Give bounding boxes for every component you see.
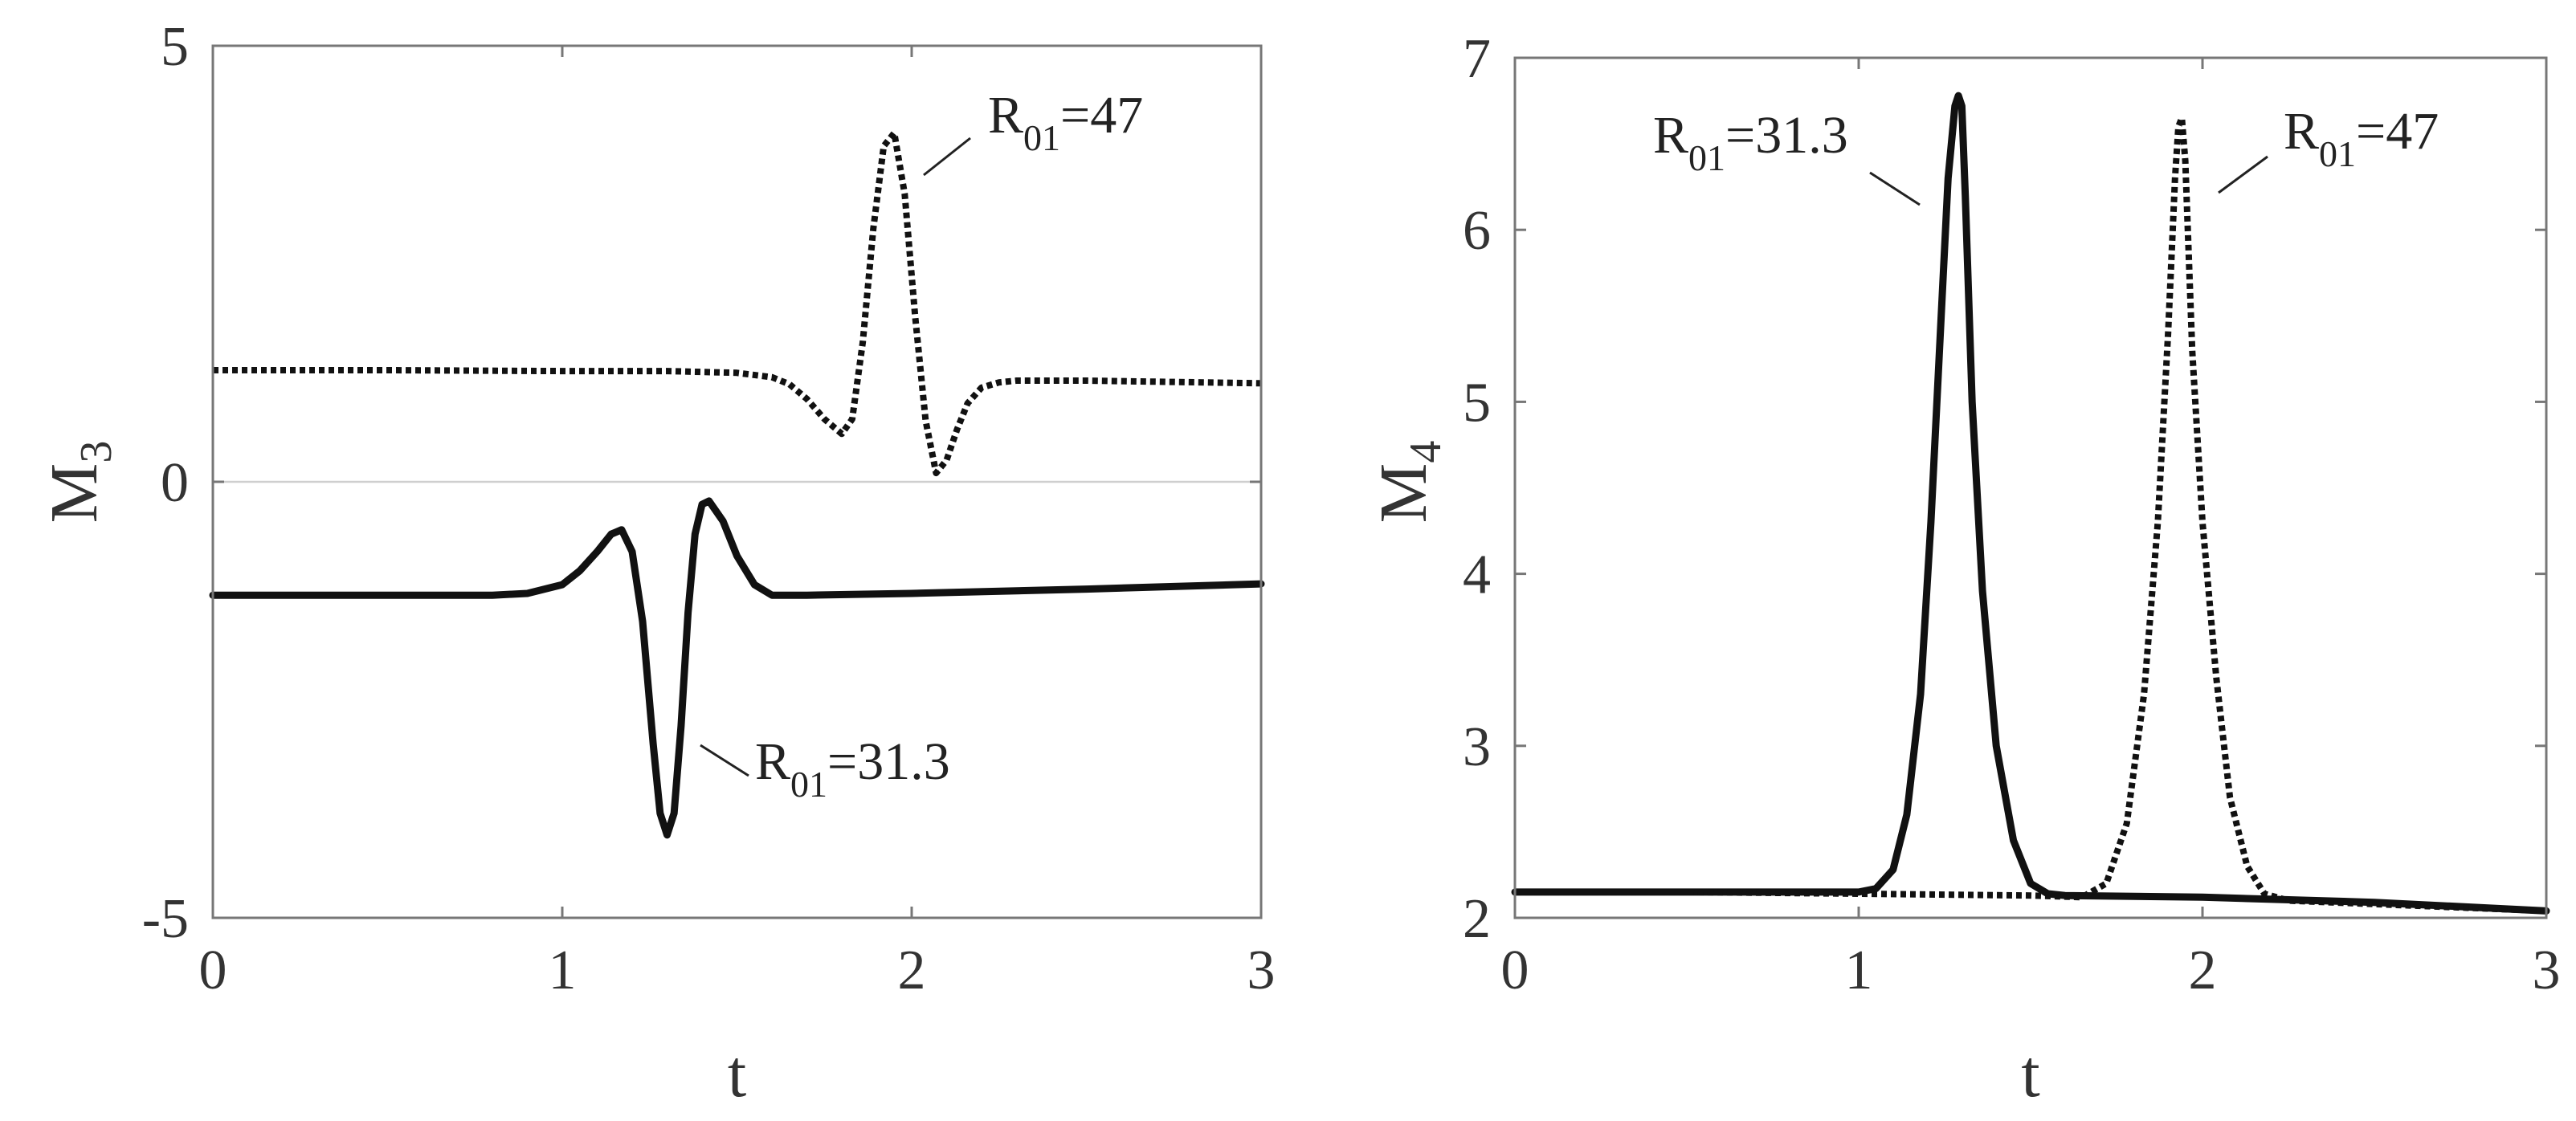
y-tick-label: 2 xyxy=(1463,888,1491,950)
y-tick-label: 6 xyxy=(1463,200,1491,262)
x-tick-label: 0 xyxy=(1501,940,1529,1001)
x-axis-label: t xyxy=(2021,1037,2039,1111)
y-axis-label-subscript: 4 xyxy=(1401,441,1451,463)
x-tick-label: 2 xyxy=(2189,940,2217,1001)
annotation-label-value: =31.3 xyxy=(827,732,950,791)
annotation-label: R01=31.3 xyxy=(1653,106,1848,178)
y-axis-label: M4 xyxy=(1366,441,1451,524)
annotation-label: R01=47 xyxy=(988,86,1143,158)
y-tick-label: 4 xyxy=(1463,544,1491,606)
y-tick-label: -5 xyxy=(142,888,189,950)
annotation-label-value: =47 xyxy=(1060,86,1143,145)
annotation-label-value: =31.3 xyxy=(1725,106,1848,165)
plot-frame xyxy=(1513,56,2548,919)
annotation-label-base: R xyxy=(988,86,1023,145)
y-axis-label: M3 xyxy=(37,441,121,524)
annotation-label: R01=47 xyxy=(2284,102,2439,174)
series-line-solid xyxy=(209,497,1265,839)
annotation-label-subscript: 01 xyxy=(1688,137,1725,178)
annotation-leader-line xyxy=(923,137,971,177)
x-tick-label: 1 xyxy=(549,940,577,1001)
y-tick-label: 5 xyxy=(161,16,189,78)
y-axis-label-base: M xyxy=(37,463,112,524)
annotation-label-base: R xyxy=(755,732,790,791)
y-tick-label: 0 xyxy=(161,452,189,514)
x-tick-label: 0 xyxy=(199,940,227,1001)
y-axis-label-base: M xyxy=(1366,463,1441,524)
annotation-label-subscript: 01 xyxy=(1023,117,1060,158)
annotation-label-base: R xyxy=(1653,106,1688,165)
x-axis-label: t xyxy=(728,1037,746,1111)
x-tick-label: 3 xyxy=(2533,940,2561,1001)
annotation-leader-line xyxy=(1869,171,1921,206)
series-line-dotted xyxy=(213,129,1262,477)
annotation-leader-line xyxy=(700,744,749,777)
y-tick-label: 3 xyxy=(1463,716,1491,778)
y-tick-label: 5 xyxy=(1463,372,1491,434)
y-axis-label-subscript: 3 xyxy=(71,441,121,463)
x-tick-label: 2 xyxy=(898,940,926,1001)
x-tick-label: 3 xyxy=(1247,940,1276,1001)
annotation-leader-line xyxy=(2218,155,2268,194)
series-line-solid xyxy=(1511,92,2550,915)
annotation-label-subscript: 01 xyxy=(2319,133,2356,174)
x-tick-label: 1 xyxy=(1845,940,1873,1001)
annotation-label-subscript: 01 xyxy=(790,764,827,805)
annotation-label-value: =47 xyxy=(2356,102,2439,161)
annotation-label-base: R xyxy=(2284,102,2319,161)
annotation-label: R01=31.3 xyxy=(755,732,950,805)
series-line-dotted xyxy=(1515,115,2547,915)
y-tick-label: 7 xyxy=(1463,28,1491,90)
